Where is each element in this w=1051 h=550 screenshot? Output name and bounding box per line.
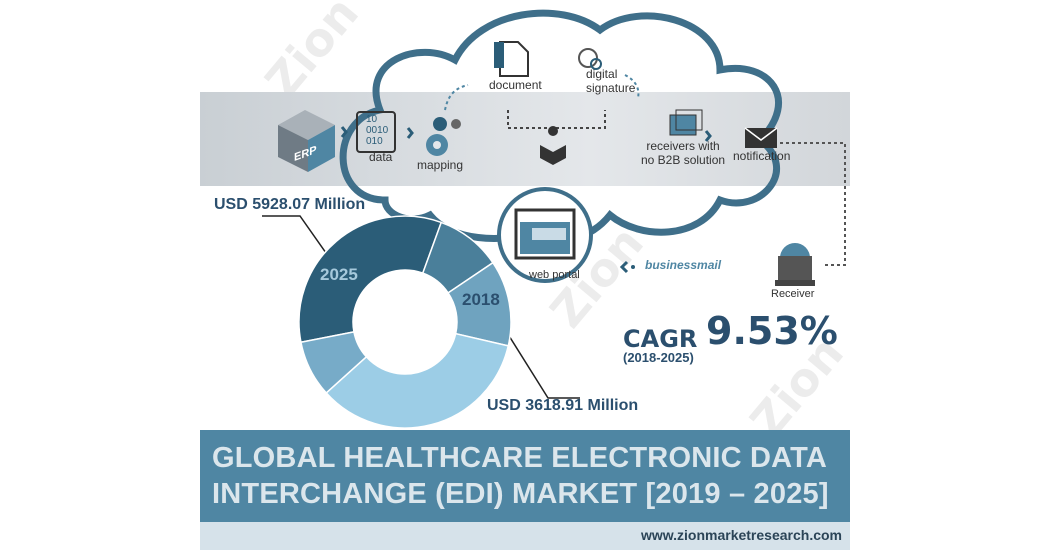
website-link[interactable]: www.zionmarketresearch.com bbox=[640, 527, 842, 543]
text: receivers with bbox=[646, 139, 720, 153]
digital-signature-label: digital signature bbox=[586, 67, 635, 95]
receivers-icon bbox=[669, 114, 697, 136]
callout-line-2018 bbox=[495, 314, 580, 399]
receiver-computer-icon bbox=[775, 243, 815, 286]
receiver-label: Receiver bbox=[771, 288, 815, 300]
mapping-label: mapping bbox=[417, 158, 464, 172]
title-line-1: GLOBAL HEALTHCARE ELECTRONIC DATA bbox=[212, 442, 828, 474]
erp-cube-icon bbox=[278, 110, 335, 172]
title-line-2: INTERCHANGE (EDI) MARKET [2019 – 2025] bbox=[212, 478, 829, 510]
donut-segment bbox=[300, 331, 368, 394]
donut-segment bbox=[325, 332, 510, 429]
bits: 010 bbox=[366, 136, 383, 147]
data-bits: 10 0010 010 bbox=[366, 114, 388, 147]
web-portal-label: web portal bbox=[529, 269, 580, 281]
receivers-label: receivers with no B2B solution bbox=[641, 139, 725, 167]
cagr-label: CAGR bbox=[623, 325, 698, 353]
data-label: data bbox=[369, 150, 393, 164]
title-banner: GLOBAL HEALTHCARE ELECTRONIC DATA INTERC… bbox=[200, 430, 850, 522]
gear-icon bbox=[433, 117, 447, 131]
label-2025: 2025 bbox=[320, 265, 358, 284]
envelope-icon bbox=[745, 128, 777, 148]
arrow-icon bbox=[340, 126, 712, 142]
document-icon bbox=[499, 41, 529, 77]
cagr-period: (2018-2025) bbox=[623, 350, 694, 365]
cagr-value: 9.53% bbox=[706, 309, 838, 353]
donut-segment bbox=[298, 215, 443, 344]
donut-chart bbox=[298, 215, 512, 429]
businessmail-label: businessmail bbox=[645, 258, 722, 272]
value-2025: USD 5928.07 Million bbox=[214, 196, 366, 213]
document-label: document bbox=[489, 78, 542, 92]
label-2018: 2018 bbox=[462, 290, 500, 309]
gear-icon bbox=[451, 119, 461, 129]
text: signature bbox=[586, 81, 636, 95]
text: digital bbox=[586, 67, 618, 81]
arrow-icon bbox=[619, 260, 629, 274]
notification-label: notification bbox=[733, 149, 791, 163]
data-file-icon bbox=[356, 111, 396, 153]
user-icon bbox=[548, 126, 558, 136]
value-2018: USD 3618.91 Million bbox=[487, 397, 639, 414]
text: no B2B solution bbox=[641, 153, 726, 167]
bits: 10 bbox=[366, 114, 378, 125]
bits: 0010 bbox=[366, 125, 389, 136]
footer: www.zionmarketresearch.com bbox=[200, 522, 850, 550]
fingerprint-icon bbox=[578, 48, 598, 68]
